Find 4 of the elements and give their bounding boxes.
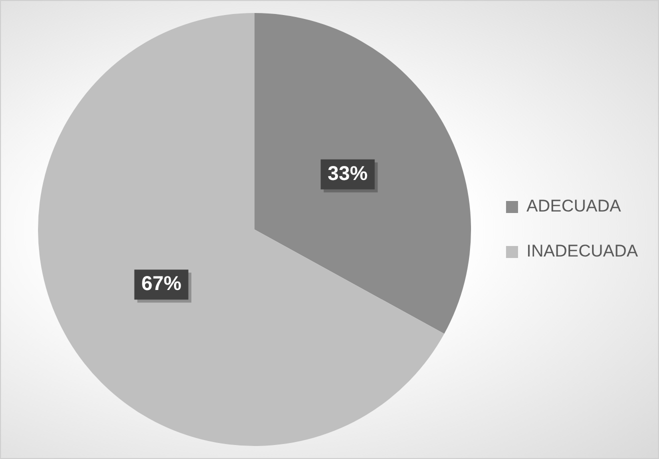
legend-label: ADECUADA	[526, 196, 622, 216]
data-label: 67%	[141, 273, 182, 296]
legend-label: INADECUADA	[526, 242, 639, 261]
data-label: 33%	[328, 162, 368, 185]
